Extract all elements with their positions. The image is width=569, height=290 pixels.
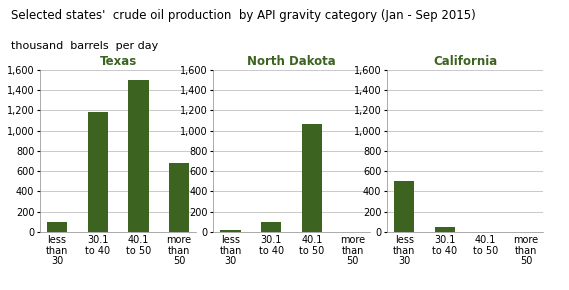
- Bar: [169, 163, 189, 232]
- Title: North Dakota: North Dakota: [248, 55, 336, 68]
- Title: California: California: [433, 55, 497, 68]
- Bar: [435, 227, 455, 232]
- Bar: [261, 222, 282, 232]
- Text: Selected states'  crude oil production  by API gravity category (Jan - Sep 2015): Selected states' crude oil production by…: [11, 9, 476, 22]
- Bar: [47, 222, 67, 232]
- Bar: [221, 231, 241, 232]
- Bar: [128, 80, 149, 232]
- Text: thousand  barrels  per day: thousand barrels per day: [11, 41, 159, 50]
- Bar: [88, 112, 108, 232]
- Bar: [302, 124, 322, 232]
- Bar: [394, 181, 414, 232]
- Title: Texas: Texas: [100, 55, 137, 68]
